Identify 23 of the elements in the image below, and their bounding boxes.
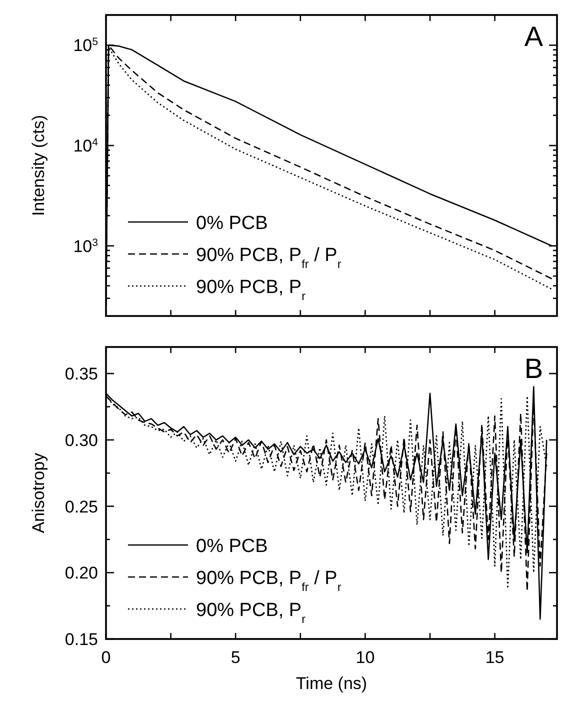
legend-label: 90% PCB, P$_{r}$: [196, 277, 306, 302]
legend-label: 0% PCB: [196, 536, 268, 557]
y-tick-label: 0.35: [64, 364, 98, 384]
y-tick-label: 0.15: [64, 630, 98, 649]
legend-label: 90% PCB, P$_{fr}$ / P$_{r}$: [196, 245, 342, 270]
legend-label: 90% PCB, P$_{r}$: [196, 600, 306, 626]
x-tick-label: 15: [485, 648, 504, 667]
y-tick-label: 0.25: [64, 497, 98, 516]
y-tick-label: 10$^{5}$: [73, 36, 98, 56]
x-axis-title: Time (ns): [296, 674, 368, 693]
x-tick-label: 10: [356, 648, 375, 667]
y-axis-title: Intensity (cts): [29, 114, 48, 216]
annotation: B: [524, 353, 543, 384]
legend-label: 0% PCB: [196, 213, 268, 234]
y-tick-label: 10$^{4}$: [73, 136, 98, 156]
annotation: A: [524, 21, 544, 52]
x-tick-label: 0: [101, 648, 111, 667]
y-tick-label: 0.30: [64, 430, 98, 450]
x-tick-label: 5: [230, 648, 240, 667]
legend-label: 90% PCB, P$_{fr}$ / P$_{r}$: [196, 568, 342, 594]
y-tick-label: 0.20: [64, 564, 98, 583]
y-tick-label: 10$^{3}$: [73, 236, 98, 256]
y-axis-title: Anisotropy: [29, 452, 48, 534]
